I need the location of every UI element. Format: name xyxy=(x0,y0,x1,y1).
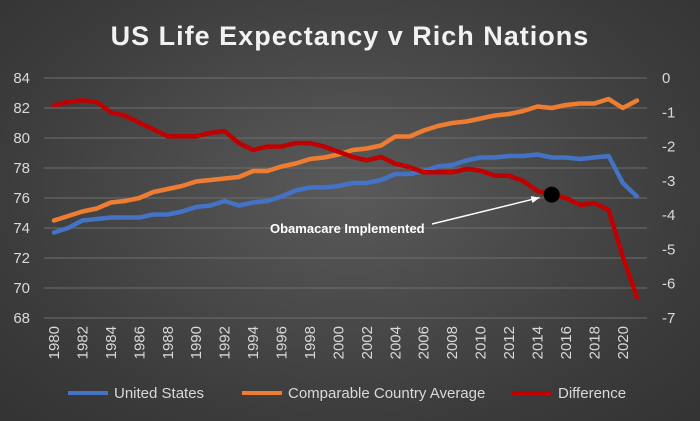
legend-label: United States xyxy=(114,385,204,402)
x-tick-label: 2012 xyxy=(501,326,518,359)
right-tick-label: -1 xyxy=(662,104,675,121)
right-tick-label: 0 xyxy=(662,70,670,87)
right-tick-label: -5 xyxy=(662,241,675,258)
chart-title: US Life Expectancy v Rich Nations xyxy=(111,21,590,51)
left-tick-label: 70 xyxy=(13,280,30,297)
x-tick-label: 1998 xyxy=(302,326,319,359)
legend-label: Difference xyxy=(558,385,626,402)
right-tick-label: -7 xyxy=(662,310,675,327)
right-tick-label: -3 xyxy=(662,173,675,190)
x-tick-label: 2010 xyxy=(473,326,490,359)
x-tick-label: 2014 xyxy=(529,326,546,359)
x-tick-label: 1984 xyxy=(103,326,120,359)
x-tick-label: 2008 xyxy=(444,326,461,359)
left-tick-label: 78 xyxy=(13,160,30,177)
right-tick-label: -2 xyxy=(662,139,675,156)
series-line-difference xyxy=(51,98,640,300)
left-tick-label: 76 xyxy=(13,190,30,207)
x-tick-label: 1992 xyxy=(217,326,234,359)
x-tick-label: 1990 xyxy=(188,326,205,359)
series-line-us xyxy=(51,152,640,235)
x-tick-label: 1982 xyxy=(74,326,91,359)
left-tick-label: 84 xyxy=(13,70,30,87)
x-tick-label: 2000 xyxy=(330,326,347,359)
x-tick-label: 2020 xyxy=(615,326,632,359)
x-tick-label: 2006 xyxy=(416,326,433,359)
series-lines xyxy=(51,96,640,300)
x-tick-label: 2018 xyxy=(586,326,603,359)
x-tick-label: 1988 xyxy=(160,326,177,359)
right-axis-ticks: 0 -1 -2 -3 -4 -5 -6 -7 xyxy=(662,70,675,327)
x-tick-label: 1996 xyxy=(274,326,291,359)
x-tick-label: 2002 xyxy=(359,326,376,359)
right-tick-label: -4 xyxy=(662,207,675,224)
x-tick-label: 2004 xyxy=(387,326,404,359)
annotation-arrowhead xyxy=(530,196,540,203)
annotation-arrow xyxy=(431,196,540,225)
left-tick-label: 82 xyxy=(13,100,30,117)
right-tick-label: -6 xyxy=(662,276,675,293)
annotation: Obamacare Implemented xyxy=(270,186,560,236)
left-tick-label: 72 xyxy=(13,250,30,267)
left-tick-label: 68 xyxy=(13,310,30,327)
x-tick-label: 2016 xyxy=(558,326,575,359)
x-tick-label: 1994 xyxy=(245,326,262,359)
left-tick-label: 74 xyxy=(13,220,30,237)
x-tick-label: 1980 xyxy=(46,326,63,359)
legend: United States Comparable Country Average D… xyxy=(68,385,626,402)
left-tick-label: 80 xyxy=(13,130,30,147)
x-tick-label: 1986 xyxy=(131,326,148,359)
x-axis-ticks: 1980 1982 1984 1986 1988 1990 1992 1994 1996 1998… xyxy=(46,326,632,359)
annotation-label: Obamacare Implemented xyxy=(270,221,425,236)
legend-label: Comparable Country Average xyxy=(288,385,485,402)
left-axis-ticks: 68 70 72 74 76 78 80 82 84 xyxy=(13,70,30,327)
annotation-marker xyxy=(543,186,560,203)
